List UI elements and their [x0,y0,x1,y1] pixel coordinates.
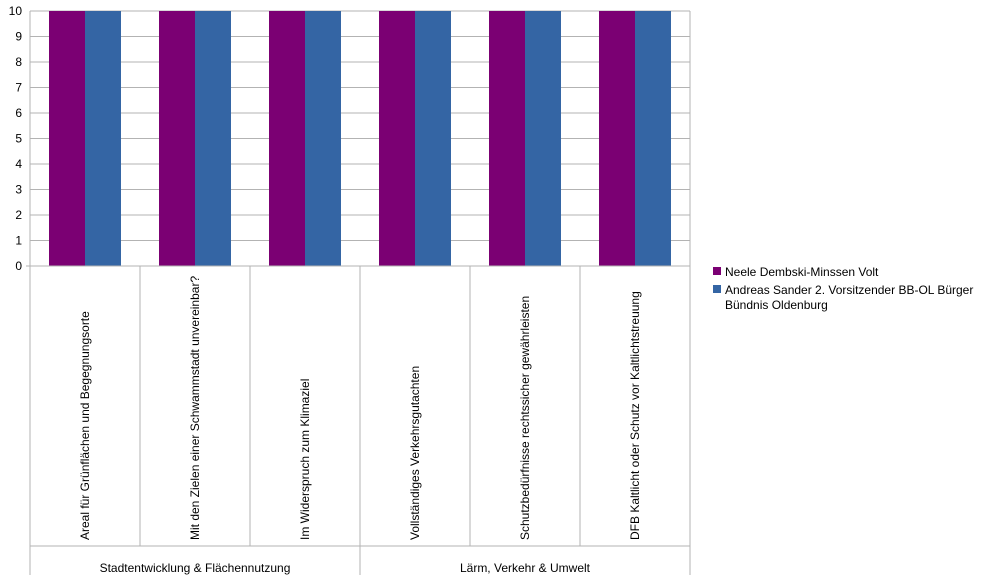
axes [26,11,691,575]
gridlines [30,10,690,267]
category-label: Vollständiges Verkehrsgutachten [408,366,422,540]
category-labels: Areal für Grünflächen und Begegnungsorte… [78,276,642,540]
category-label: DFB Kaltlicht oder Schutz vor Kaltlichts… [628,291,642,540]
y-tick-label: 2 [15,208,22,222]
bar [415,11,451,266]
bar [525,11,561,266]
y-tick-label: 8 [15,55,22,69]
bar [195,11,231,266]
legend-swatch [713,285,721,293]
bar [305,11,341,266]
category-label: Schutzbedürfnisse rechtssicher gewährlei… [518,296,532,540]
group-labels: Stadtentwicklung & Flächennutzung Lärm, V… [100,561,591,575]
bar [379,11,415,266]
legend-label: Neele Dembski-Minssen Volt [725,265,879,279]
bar [49,11,85,266]
bar [269,11,305,266]
y-axis-ticks: 0 1 2 3 4 5 6 7 8 9 10 [9,4,23,273]
y-tick-label: 4 [15,157,22,171]
y-tick-label: 3 [15,183,22,197]
bar [599,11,635,266]
y-tick-label: 1 [15,234,22,248]
y-tick-label: 9 [15,30,22,44]
category-label: Im Widerspruch zum Klimaziel [298,379,312,540]
legend: Neele Dembski-Minssen Volt Andreas Sander… [713,265,973,312]
bar [159,11,195,266]
group-label: Lärm, Verkehr & Umwelt [460,561,591,575]
category-label: Areal für Grünflächen und Begegnungsorte [78,311,92,540]
category-label: Mit den Zielen einer Schwammstadt unvere… [188,276,202,540]
bar [489,11,525,266]
group-label: Stadtentwicklung & Flächennutzung [100,561,291,575]
y-tick-label: 7 [15,81,22,95]
y-tick-label: 5 [15,132,22,146]
bars [49,11,671,266]
legend-label: Andreas Sander 2. Vorsitzender BB-OL Bür… [725,283,973,312]
y-tick-label: 6 [15,106,22,120]
legend-swatch [713,267,721,275]
y-tick-label: 0 [15,259,22,273]
bar [85,11,121,266]
bar [635,11,671,266]
y-tick-label: 10 [9,4,23,18]
